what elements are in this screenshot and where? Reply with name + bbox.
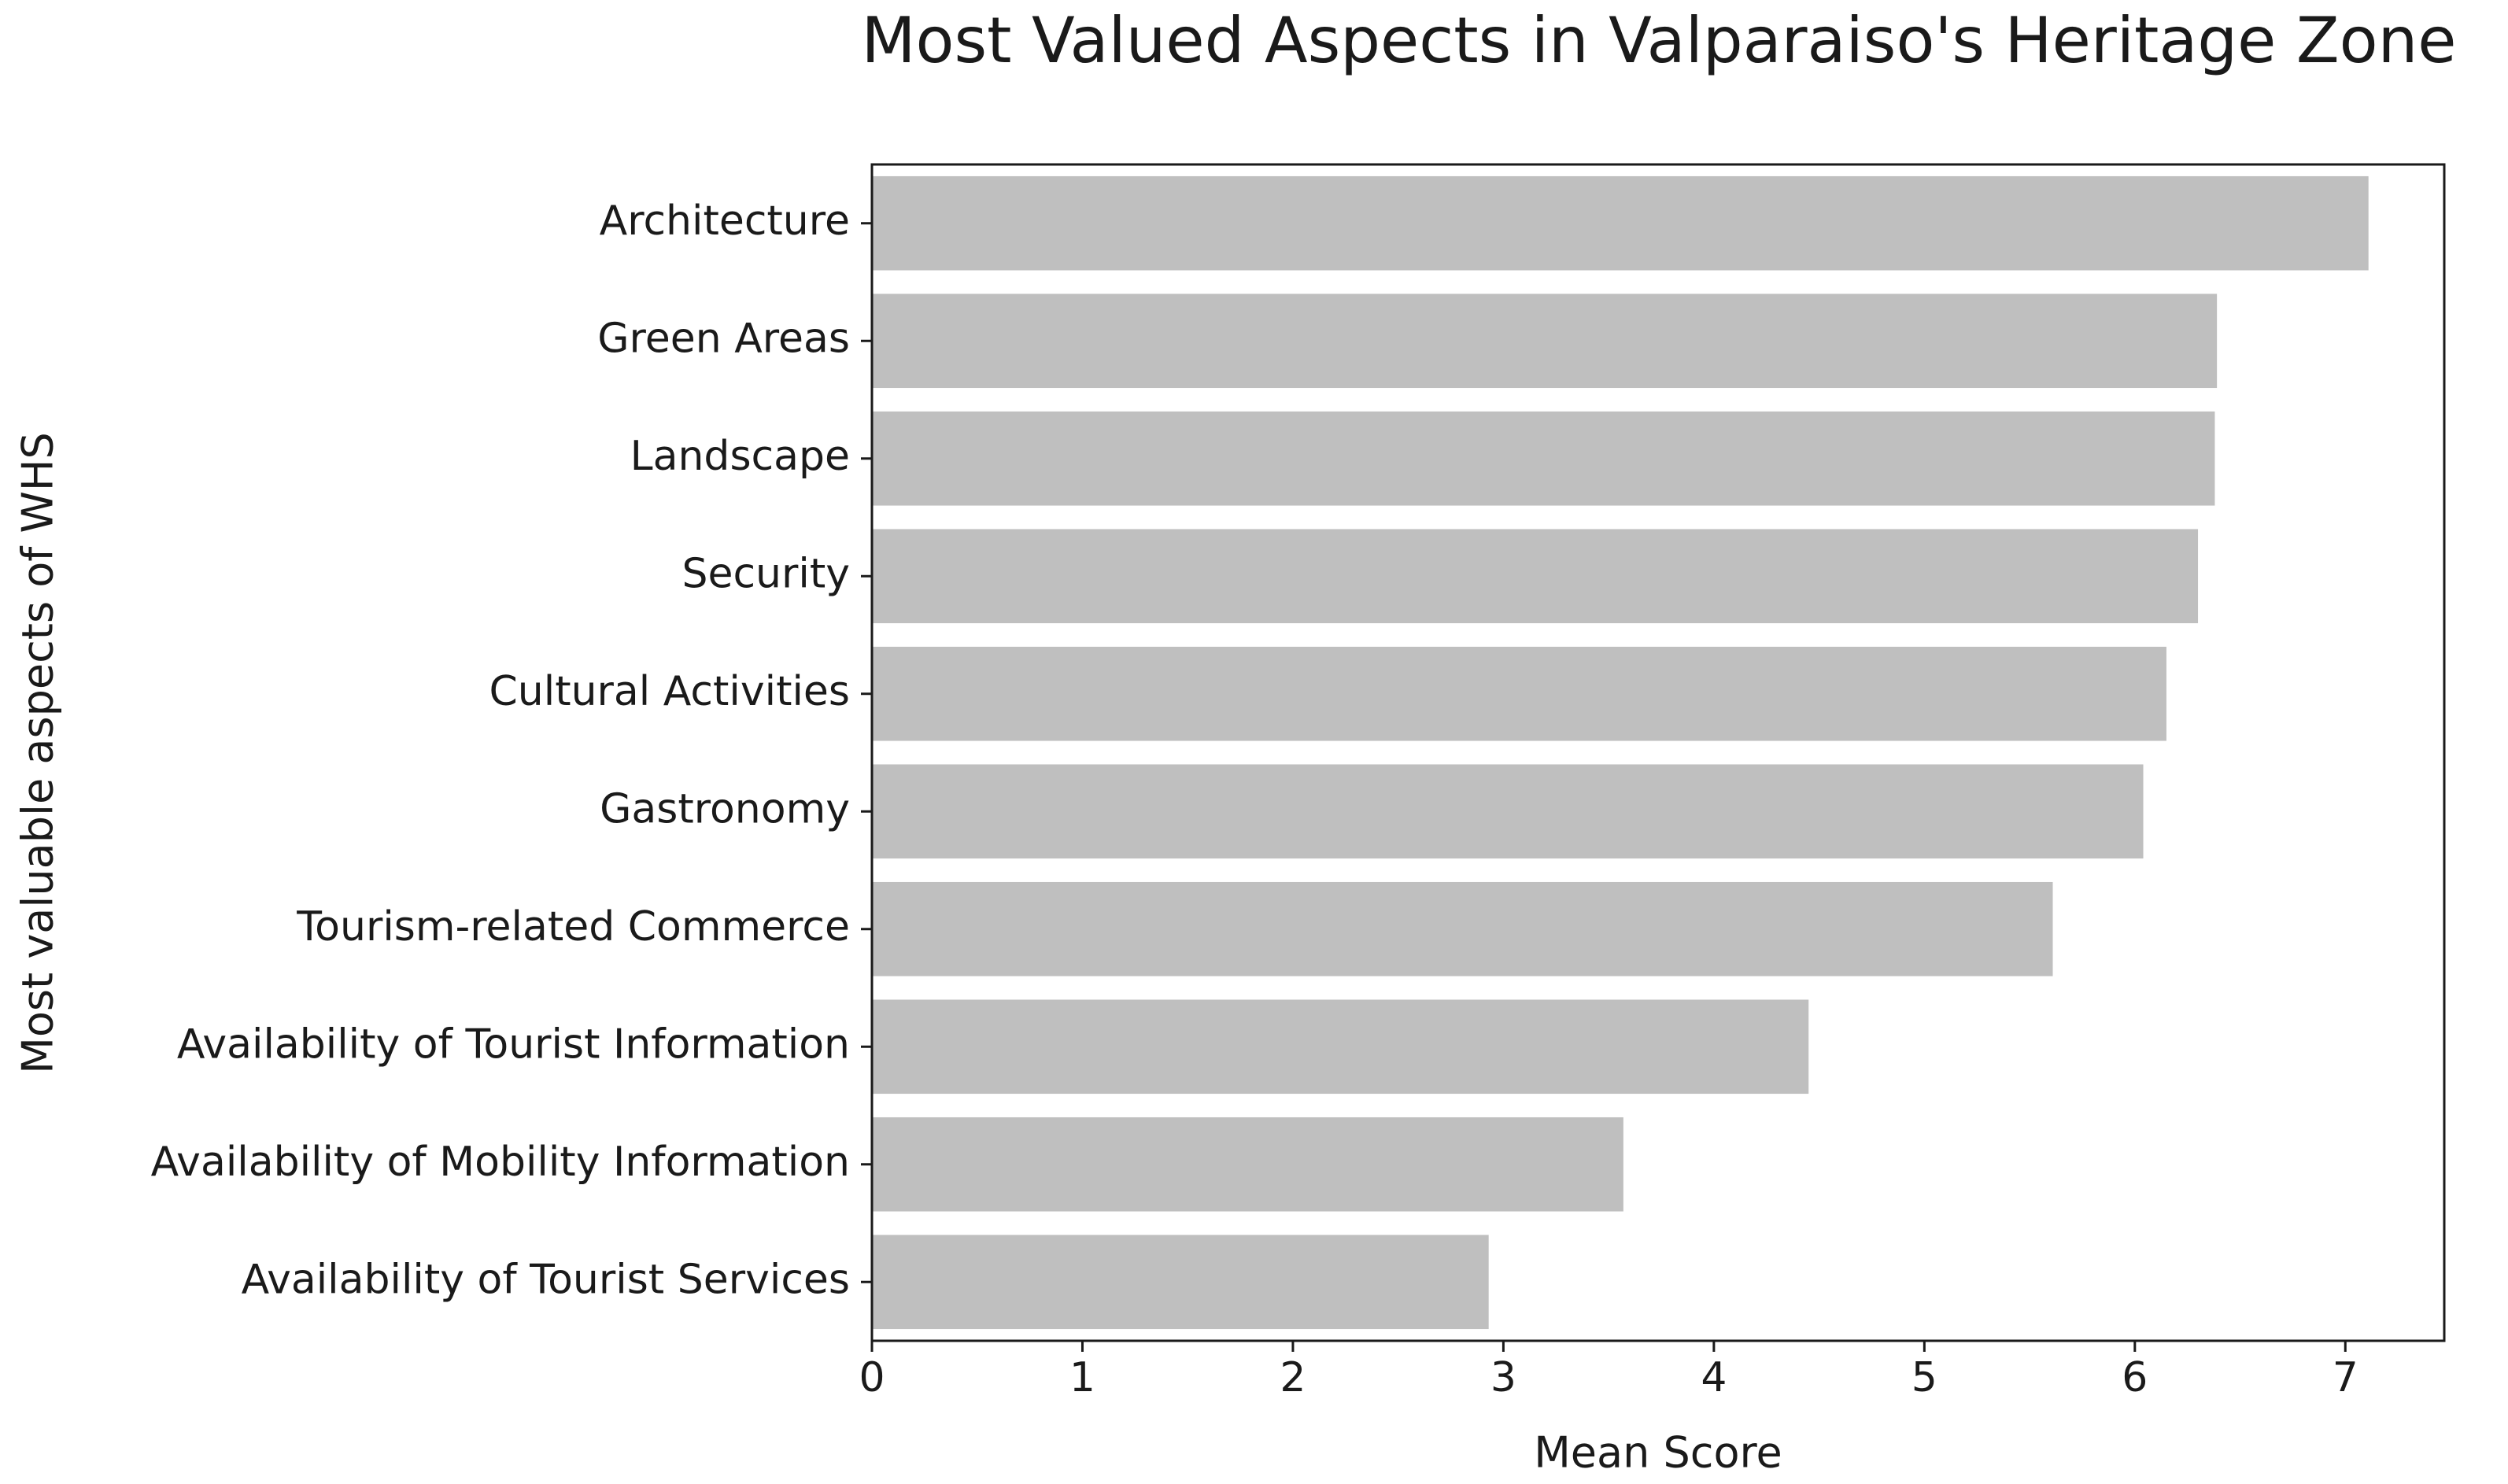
x-tick-label: 7 (2333, 1354, 2358, 1401)
y-tick-label: Gastronomy (600, 785, 850, 832)
x-tick-label: 1 (1069, 1354, 1095, 1401)
bar (872, 411, 2215, 506)
x-tick-label: 6 (2122, 1354, 2148, 1401)
bar (872, 881, 2053, 976)
bar (872, 293, 2218, 389)
y-tick-label: Security (681, 550, 850, 597)
bar (872, 999, 1809, 1095)
chart-title: Most Valued Aspects in Valparaiso's Heri… (862, 4, 2457, 77)
x-axis-label: Mean Score (1534, 1428, 1782, 1478)
bar (872, 175, 2369, 271)
y-tick-label: Availability of Mobility Information (151, 1139, 850, 1186)
x-tick-label: 5 (1911, 1354, 1937, 1401)
y-tick-label: Cultural Activities (489, 668, 850, 715)
y-tick-label: Tourism-related Commerce (296, 903, 850, 951)
y-axis-label: Most valuable aspects of WHS (13, 432, 63, 1074)
y-tick-label: Architecture (600, 197, 850, 245)
plot-frame (870, 163, 2446, 1342)
x-tick-label: 4 (1701, 1354, 1727, 1401)
y-tick-label: Green Areas (597, 315, 850, 362)
bar (872, 1235, 1489, 1330)
x-tick-label: 2 (1280, 1354, 1306, 1401)
y-tick-label: Availability of Tourist Services (242, 1256, 850, 1303)
y-tick-label: Landscape (630, 433, 850, 480)
y-tick-label: Availability of Tourist Information (177, 1021, 850, 1068)
x-tick-label: 0 (859, 1354, 885, 1401)
bar (872, 529, 2199, 624)
bar (872, 1117, 1623, 1212)
bar (872, 646, 2166, 741)
bar (872, 764, 2144, 859)
x-tick-label: 3 (1490, 1354, 1516, 1401)
